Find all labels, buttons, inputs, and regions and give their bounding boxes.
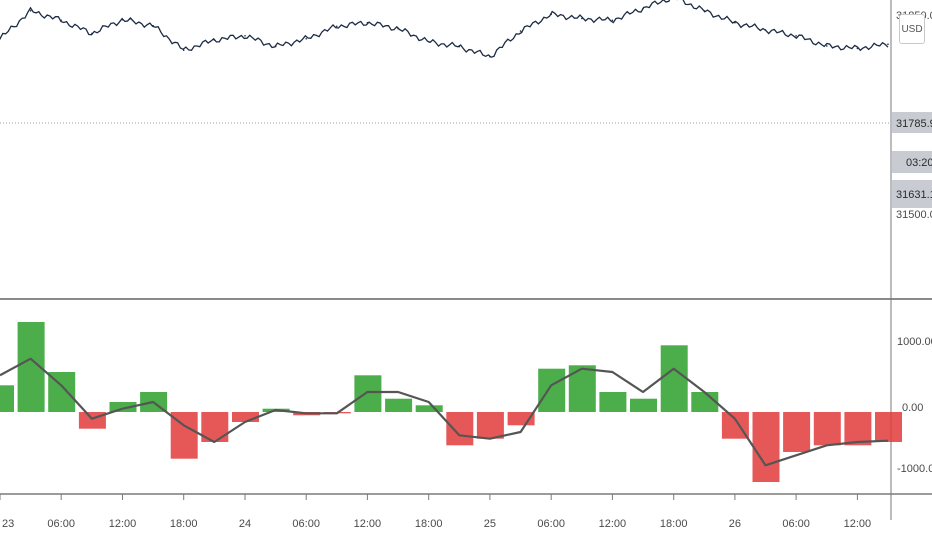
histogram-bar [630,398,657,412]
price-point [0,38,1,40]
histogram-bar [354,375,382,412]
histogram-bar [599,392,627,412]
price-point [397,27,399,30]
price-point [121,18,124,21]
price-point [336,25,338,28]
price-point [519,30,522,32]
histogram-bar [232,412,259,422]
price-point [366,21,369,24]
price-point [734,21,736,24]
histogram-bar [813,412,841,446]
histogram-bar [385,398,413,412]
time-axis[interactable]: 23 06:00 12:00 18:00 24 06:00 12:00 18:00 25 06:0… [0,494,871,530]
time-axis-label: 18:00 [660,518,688,530]
time-axis-label: 24 [239,518,251,530]
price-series [0,0,889,58]
last-price-tag-text: 31785.98 [896,118,932,130]
histogram-bar [844,412,872,446]
price-point [152,24,154,27]
osc-axis-label-1000: 1000.00 [897,336,932,348]
time-axis-label: 06:00 [782,518,810,530]
time-axis-label: 23 [2,518,14,530]
histogram-bar [660,345,688,412]
price-point [826,45,828,47]
price-point [60,19,62,22]
histogram-bar [0,385,14,412]
time-axis-label: 12:00 [844,518,872,530]
price-axis-label-bottom: 31500.00 [896,209,932,221]
reference-price-tag [892,180,932,208]
time-axis-label: 06:00 [47,518,75,530]
price-point [274,45,277,48]
histogram-bar [415,405,443,412]
reference-price-tag-text: 31631.10 [896,189,932,201]
time-axis-label: 06:00 [537,518,565,530]
histogram-bar [446,412,474,446]
time-axis-label: 18:00 [170,518,198,530]
price-point [305,38,308,40]
time-axis-label: 26 [729,518,741,530]
countdown-tag-text: 03:20 [906,157,932,169]
price-point [244,35,246,37]
countdown-tag [892,151,932,173]
osc-axis-label-0: 0.00 [902,402,923,414]
price-point [795,35,797,37]
histogram-bar [752,412,780,482]
price-point [764,29,767,31]
price-point [182,49,185,51]
histogram-bar [109,402,137,412]
price-point [427,41,430,43]
currency-button[interactable]: USD [899,14,925,44]
osc-axis-label-neg1000: -1000.00 [897,463,932,475]
histogram-bar [875,412,902,442]
price-point [703,10,706,12]
price-point [489,55,491,58]
price-point [642,7,644,10]
time-axis-label: 12:00 [599,518,627,530]
time-axis-label: 12:00 [354,518,382,530]
time-axis-label: 18:00 [415,518,443,530]
price-point [581,17,583,20]
price-point [458,45,461,48]
price-line [0,0,889,58]
price-point [213,39,216,41]
price-point [29,10,32,12]
price-point [91,32,93,35]
price-point [550,13,552,16]
time-axis-label: 06:00 [292,518,320,530]
price-point [887,43,889,45]
currency-label: USD [901,24,923,35]
oscillator-signal [0,357,889,467]
histogram-bar [538,368,566,412]
time-axis-label: 25 [484,518,496,530]
price-point [856,47,859,50]
histogram-bar [783,412,811,452]
time-axis-label: 12:00 [109,518,137,530]
price-point [611,19,614,22]
last-price-tag [892,112,932,133]
signal-line [0,357,889,467]
histogram-bar [476,412,504,439]
